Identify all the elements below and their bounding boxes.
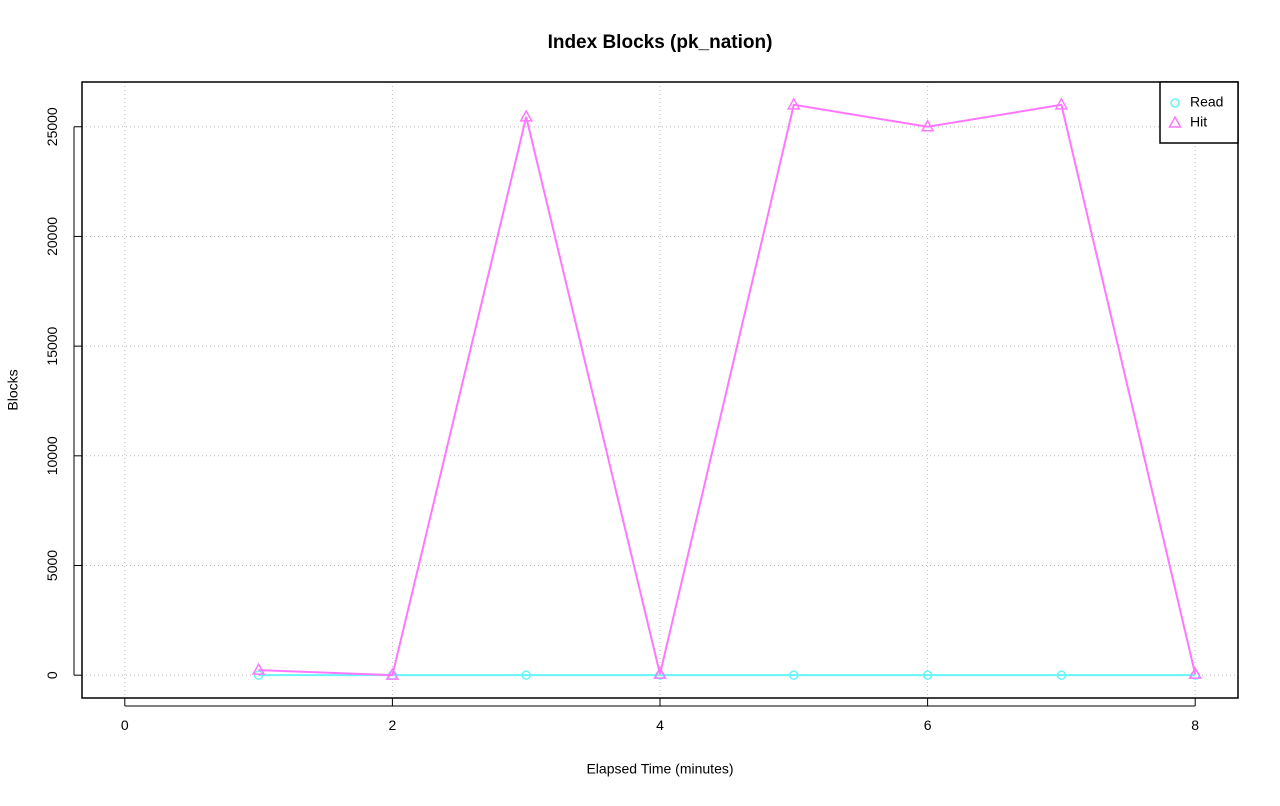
y-tick-label: 10000 [44, 436, 60, 475]
y-tick-label: 25000 [44, 107, 60, 146]
x-tick-label: 8 [1191, 717, 1199, 733]
legend-box [1159, 81, 1239, 144]
marker [251, 662, 266, 675]
chart-title: Index Blocks (pk_nation) [548, 32, 773, 53]
marker [922, 670, 933, 680]
marker [1056, 670, 1067, 680]
legend-marker [1170, 98, 1180, 108]
line [258, 103, 1197, 677]
legend-label: Read [1190, 94, 1223, 110]
legend-marker [1168, 115, 1182, 128]
marker [519, 109, 533, 122]
y-axis-label: Blocks [5, 369, 21, 410]
legend-label: Hit [1190, 114, 1207, 130]
marker [385, 667, 400, 680]
x-axis-label: Elapsed Time (minutes) [586, 761, 733, 777]
x-tick-label: 6 [924, 717, 932, 733]
marker [920, 119, 935, 132]
x-tick-label: 0 [121, 717, 129, 733]
marker [1054, 97, 1069, 110]
marker [787, 97, 801, 110]
y-tick-label: 20000 [44, 217, 60, 256]
plot-border [81, 81, 1239, 699]
x-tick-label: 4 [656, 717, 664, 733]
marker [521, 670, 531, 680]
marker [789, 670, 799, 680]
y-tick-label: 0 [44, 671, 60, 679]
marker [1188, 666, 1202, 679]
y-tick-label: 5000 [44, 550, 60, 581]
marker [653, 666, 667, 679]
marker [253, 670, 264, 680]
y-tick-label: 15000 [44, 326, 60, 365]
x-tick-label: 2 [389, 717, 397, 733]
